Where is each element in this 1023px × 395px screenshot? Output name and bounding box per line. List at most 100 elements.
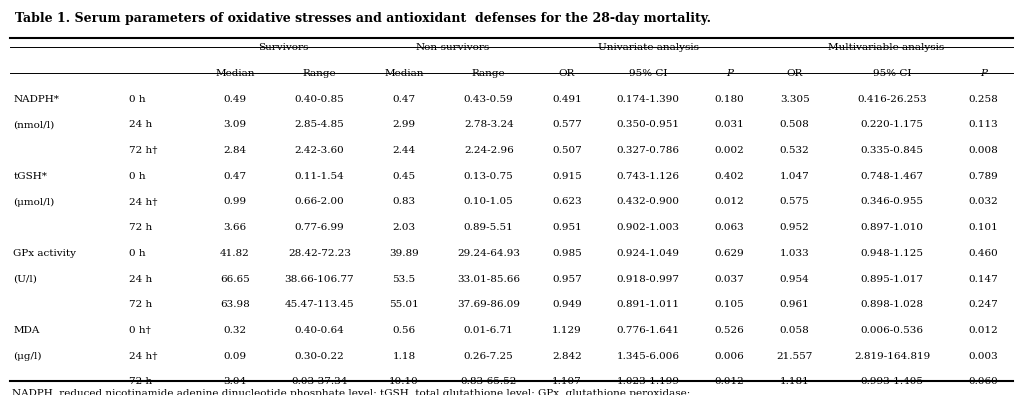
Text: 0.748-1.467: 0.748-1.467 xyxy=(860,172,924,181)
Text: 0.918-0.997: 0.918-0.997 xyxy=(617,275,679,284)
Text: 2.03: 2.03 xyxy=(393,223,415,232)
Text: 0.948-1.125: 0.948-1.125 xyxy=(860,249,924,258)
Text: 0.508: 0.508 xyxy=(780,120,809,130)
Text: 0.008: 0.008 xyxy=(969,146,998,155)
Text: 28.42-72.23: 28.42-72.23 xyxy=(287,249,351,258)
Text: (μg/l): (μg/l) xyxy=(13,352,42,361)
Text: 3.04: 3.04 xyxy=(223,377,247,386)
Text: 0.006-0.536: 0.006-0.536 xyxy=(860,326,924,335)
Text: 0.32: 0.32 xyxy=(223,326,247,335)
Text: 0.432-0.900: 0.432-0.900 xyxy=(617,198,679,207)
Text: 0.47: 0.47 xyxy=(393,95,415,104)
Text: 1.023-1.199: 1.023-1.199 xyxy=(617,377,679,386)
Text: 0.03-37.34: 0.03-37.34 xyxy=(292,377,348,386)
Text: 0.491: 0.491 xyxy=(552,95,582,104)
Text: 0.49: 0.49 xyxy=(223,95,247,104)
Text: 0.954: 0.954 xyxy=(780,275,809,284)
Text: 0.895-1.017: 0.895-1.017 xyxy=(860,275,924,284)
Text: tGSH*: tGSH* xyxy=(13,172,47,181)
Text: 1.033: 1.033 xyxy=(780,249,809,258)
Text: 0.174-1.390: 0.174-1.390 xyxy=(617,95,679,104)
Text: 0.985: 0.985 xyxy=(552,249,582,258)
Text: 0.743-1.126: 0.743-1.126 xyxy=(617,172,679,181)
Text: 0.002: 0.002 xyxy=(715,146,745,155)
Text: 0.101: 0.101 xyxy=(969,223,998,232)
Text: 0 h: 0 h xyxy=(130,249,146,258)
Text: Range: Range xyxy=(472,69,505,78)
Text: 0.460: 0.460 xyxy=(969,249,998,258)
Text: 0.26-7.25: 0.26-7.25 xyxy=(463,352,514,361)
Text: OR: OR xyxy=(559,69,575,78)
Text: 1.345-6.006: 1.345-6.006 xyxy=(617,352,679,361)
Text: 39.89: 39.89 xyxy=(389,249,419,258)
Text: Median: Median xyxy=(215,69,255,78)
Text: P: P xyxy=(726,69,733,78)
Text: 72 h: 72 h xyxy=(130,223,152,232)
Text: 63.98: 63.98 xyxy=(220,300,250,309)
Text: 0.915: 0.915 xyxy=(552,172,582,181)
Text: 0.147: 0.147 xyxy=(969,275,998,284)
Text: 21.557: 21.557 xyxy=(776,352,813,361)
Text: 38.66-106.77: 38.66-106.77 xyxy=(284,275,354,284)
Text: 0.952: 0.952 xyxy=(780,223,809,232)
Text: 0.40-0.85: 0.40-0.85 xyxy=(295,95,345,104)
Text: 0.346-0.955: 0.346-0.955 xyxy=(860,198,924,207)
Text: 72 h: 72 h xyxy=(130,377,152,386)
Text: 95% CI: 95% CI xyxy=(873,69,911,78)
Text: 0.891-1.011: 0.891-1.011 xyxy=(617,300,679,309)
Text: 24 h: 24 h xyxy=(130,120,152,130)
Text: 0.09: 0.09 xyxy=(223,352,247,361)
Text: (μmol/l): (μmol/l) xyxy=(13,198,54,207)
Text: Univariate analysis: Univariate analysis xyxy=(597,43,699,53)
Text: 3.66: 3.66 xyxy=(223,223,247,232)
Text: OR: OR xyxy=(787,69,803,78)
Text: 0.957: 0.957 xyxy=(552,275,582,284)
Text: 0.776-1.641: 0.776-1.641 xyxy=(617,326,679,335)
Text: 2.85-4.85: 2.85-4.85 xyxy=(295,120,345,130)
Text: 0.402: 0.402 xyxy=(715,172,745,181)
Text: 2.44: 2.44 xyxy=(393,146,415,155)
Text: 0.789: 0.789 xyxy=(969,172,998,181)
Text: 0.83-65.52: 0.83-65.52 xyxy=(460,377,517,386)
Text: 0.77-6.99: 0.77-6.99 xyxy=(295,223,345,232)
Text: 0.11-1.54: 0.11-1.54 xyxy=(295,172,345,181)
Text: 0 h: 0 h xyxy=(130,95,146,104)
Text: 0.247: 0.247 xyxy=(969,300,998,309)
Text: 0.40-0.64: 0.40-0.64 xyxy=(295,326,345,335)
Text: 0.01-6.71: 0.01-6.71 xyxy=(463,326,514,335)
Text: 0.30-0.22: 0.30-0.22 xyxy=(295,352,345,361)
Text: 1.129: 1.129 xyxy=(552,326,582,335)
Text: 2.78-3.24: 2.78-3.24 xyxy=(463,120,514,130)
Text: 2.842: 2.842 xyxy=(552,352,582,361)
Text: 55.01: 55.01 xyxy=(389,300,419,309)
Text: 0.623: 0.623 xyxy=(552,198,582,207)
Text: 72 h: 72 h xyxy=(130,300,152,309)
Text: 2.84: 2.84 xyxy=(223,146,247,155)
Text: Survivors: Survivors xyxy=(259,43,309,53)
Text: 0.99: 0.99 xyxy=(223,198,247,207)
Text: 0.012: 0.012 xyxy=(969,326,998,335)
Text: 0.113: 0.113 xyxy=(969,120,998,130)
Text: 0.577: 0.577 xyxy=(552,120,582,130)
Text: (nmol/l): (nmol/l) xyxy=(13,120,54,130)
Text: 0.10-1.05: 0.10-1.05 xyxy=(463,198,514,207)
Text: 72 h†: 72 h† xyxy=(130,146,158,155)
Text: MDA: MDA xyxy=(13,326,40,335)
Text: 0.66-2.00: 0.66-2.00 xyxy=(295,198,345,207)
Text: 1.18: 1.18 xyxy=(393,352,415,361)
Text: 0.350-0.951: 0.350-0.951 xyxy=(617,120,679,130)
Text: 0.258: 0.258 xyxy=(969,95,998,104)
Text: 29.24-64.93: 29.24-64.93 xyxy=(457,249,521,258)
Text: 0 h†: 0 h† xyxy=(130,326,151,335)
Text: 0.032: 0.032 xyxy=(969,198,998,207)
Text: 0.006: 0.006 xyxy=(715,352,745,361)
Text: 24 h: 24 h xyxy=(130,275,152,284)
Text: GPx activity: GPx activity xyxy=(13,249,77,258)
Text: 0.13-0.75: 0.13-0.75 xyxy=(463,172,514,181)
Text: 0.993-1.405: 0.993-1.405 xyxy=(860,377,924,386)
Text: 2.24-2.96: 2.24-2.96 xyxy=(463,146,514,155)
Text: 0.532: 0.532 xyxy=(780,146,809,155)
Text: 0.327-0.786: 0.327-0.786 xyxy=(617,146,679,155)
Text: NADPH, reduced nicotinamide adenine dinucleotide phosphate level; tGSH, total gl: NADPH, reduced nicotinamide adenine dinu… xyxy=(12,389,691,395)
Text: Multivariable analysis: Multivariable analysis xyxy=(828,43,944,53)
